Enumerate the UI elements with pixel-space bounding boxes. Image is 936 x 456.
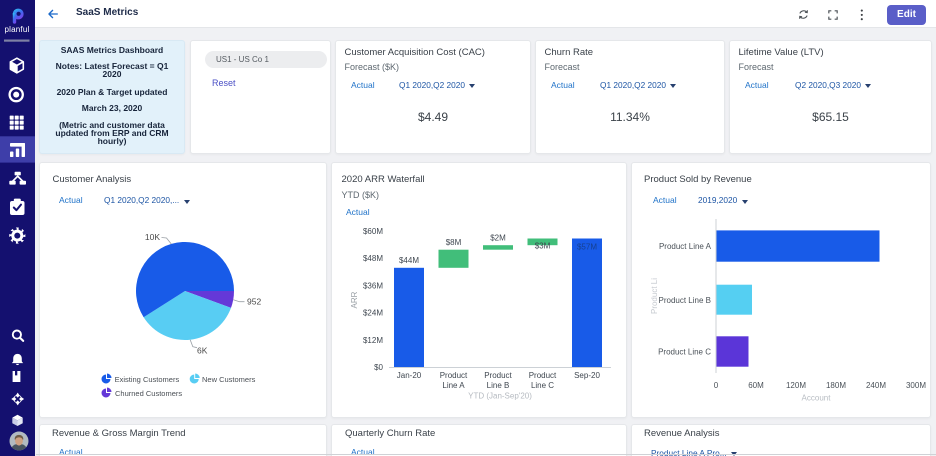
svg-text:Product Line C: Product Line C [658,348,711,357]
svg-text:0: 0 [714,381,719,390]
svg-text:New Customers: New Customers [202,375,256,384]
svg-text:Existing Customers: Existing Customers [115,375,180,384]
svg-text:Product Line A: Product Line A [659,242,712,251]
svg-text:$57M: $57M [577,243,597,252]
svg-text:$8M: $8M [446,238,462,247]
svg-text:$44M: $44M [399,256,419,265]
svg-text:Sep-20: Sep-20 [574,371,600,380]
svg-text:120M: 120M [786,381,806,390]
svg-text:Product Line B: Product Line B [659,296,711,305]
svg-text:Product: Product [484,371,512,380]
svg-text:YTD (Jan-Sep'20): YTD (Jan-Sep'20) [468,392,532,401]
svg-text:180M: 180M [826,381,846,390]
svg-text:$24M: $24M [363,309,383,318]
svg-text:Product: Product [529,371,557,380]
svg-text:planful: planful [5,25,30,34]
svg-text:$48M: $48M [363,254,383,263]
svg-text:Jan-20: Jan-20 [397,371,422,380]
svg-text:10K: 10K [145,232,160,242]
svg-text:$36M: $36M [363,281,383,290]
svg-text:$12M: $12M [363,336,383,345]
svg-text:$3M: $3M [535,242,551,251]
svg-text:Churned Customers: Churned Customers [115,389,182,398]
svg-text:Account: Account [802,394,832,403]
svg-text:ARR: ARR [350,291,359,308]
svg-text:Line B: Line B [487,381,510,390]
svg-text:Product Li: Product Li [650,278,659,314]
svg-text:952: 952 [247,297,261,307]
svg-text:$2M: $2M [490,234,506,243]
svg-text:$0: $0 [374,363,383,372]
svg-text:Product: Product [440,371,468,380]
svg-text:6K: 6K [197,346,208,356]
svg-text:$60M: $60M [363,227,383,236]
svg-text:300M: 300M [906,381,926,390]
svg-text:Line C: Line C [531,381,554,390]
svg-text:240M: 240M [866,381,886,390]
svg-text:60M: 60M [748,381,764,390]
svg-text:Line A: Line A [442,381,465,390]
